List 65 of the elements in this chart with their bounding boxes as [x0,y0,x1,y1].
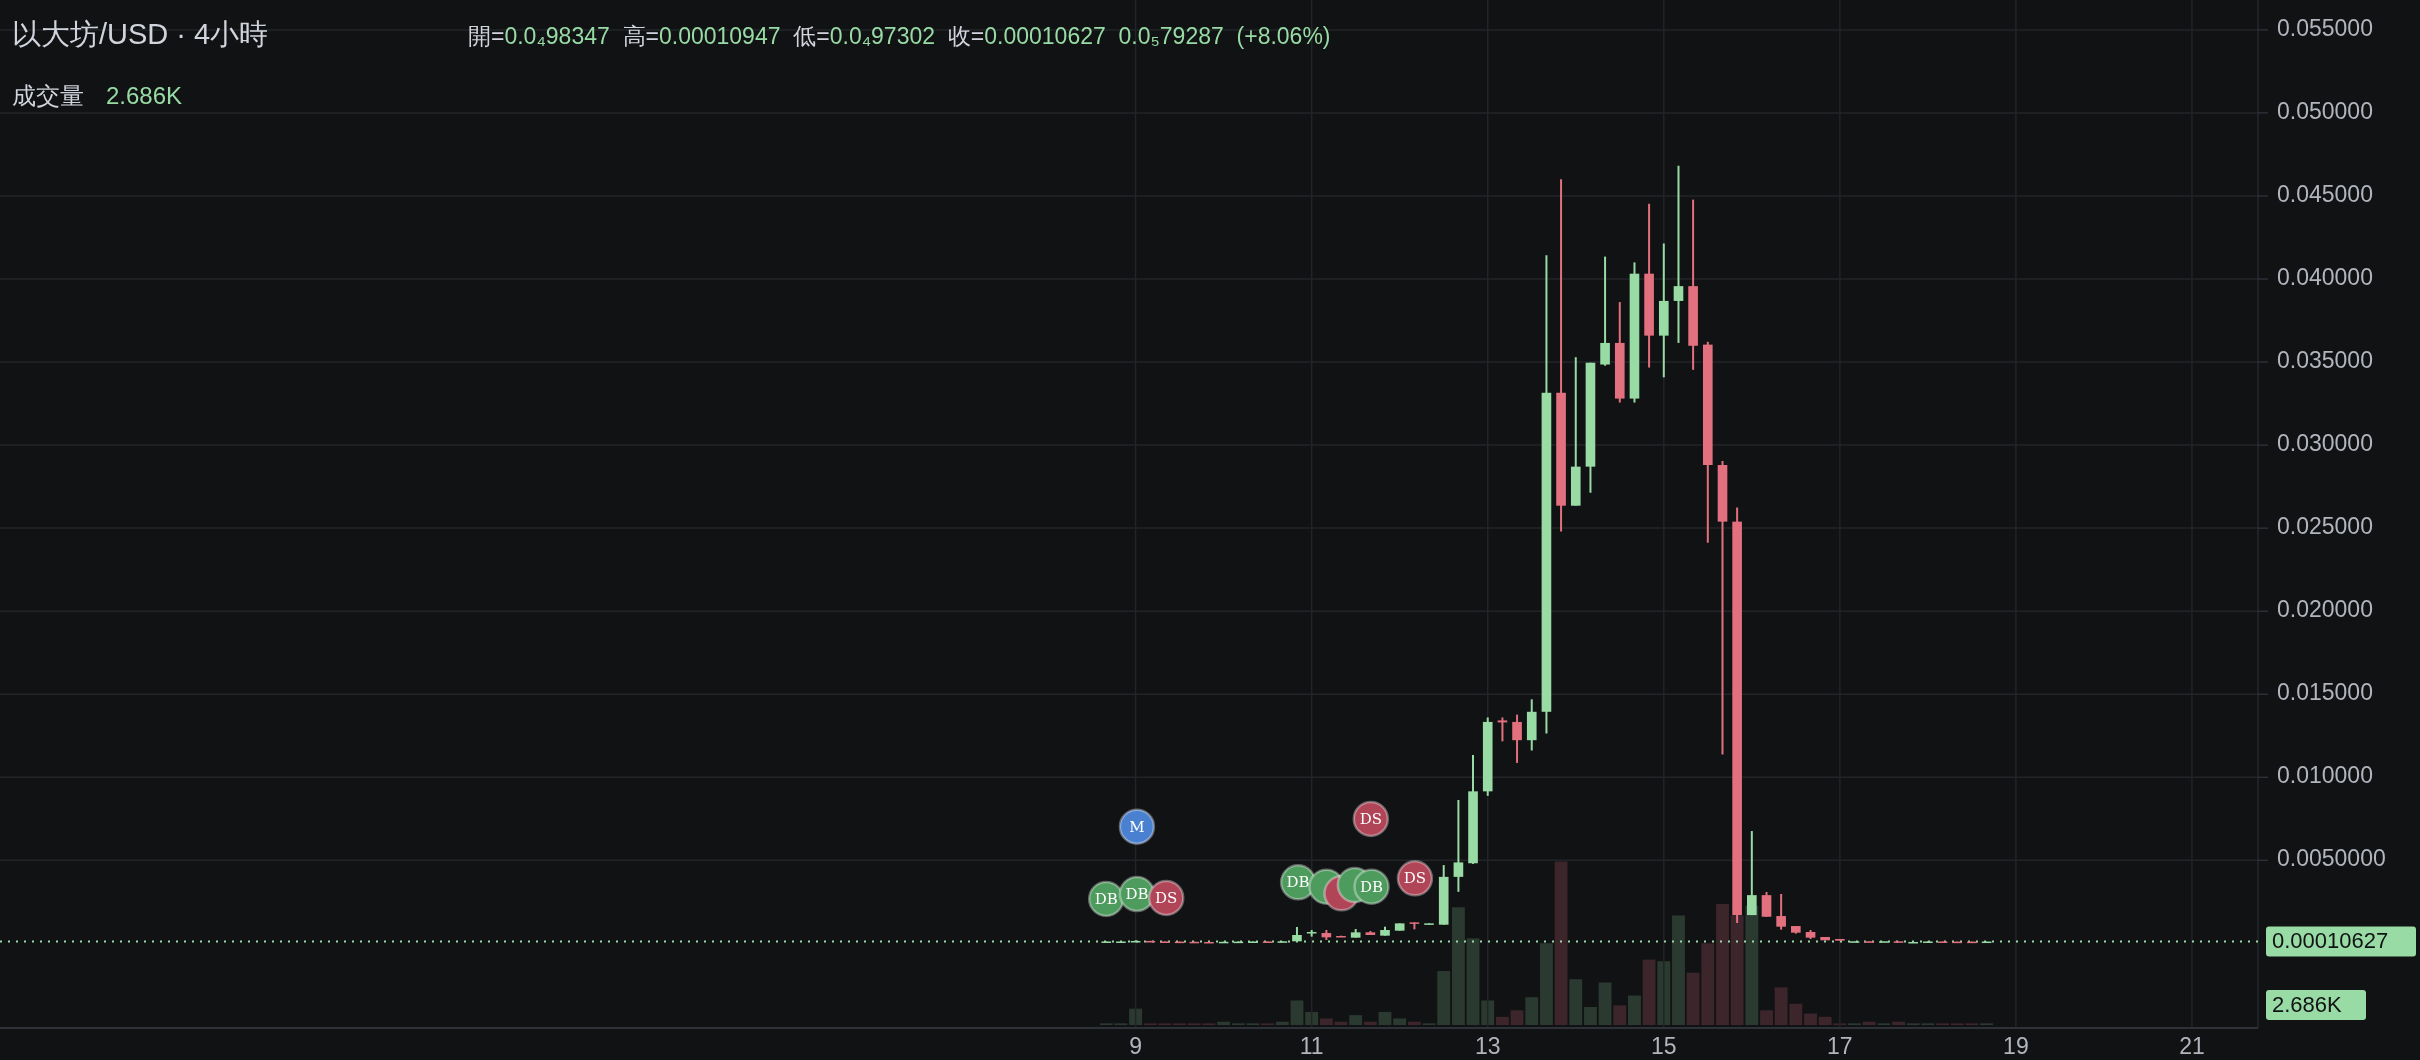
y-tick-label: 0.030000 [2277,430,2373,457]
y-tick-label: 0.055000 [2277,14,2373,41]
bar [1760,1010,1773,1025]
bar [1540,943,1553,1025]
bar [1525,997,1539,1025]
bar [1569,979,1583,1025]
bar [1393,1018,1407,1025]
text: DS [1403,869,1427,888]
chart-title: 成交量 [12,82,84,109]
ref-line-label: 0.00010627 [2272,928,2389,954]
text: 開=0.0₄98347 高=0.00010947 低=0.0₄97302 收=0.00010627 0.0₅79287 (+8.06%) [468,23,1331,49]
bar [1217,1021,1231,1025]
bar [1451,907,1465,1025]
text: DS [1155,888,1178,907]
text: DB [1094,889,1118,908]
bar [1275,1021,1289,1025]
bar [1319,1018,1333,1025]
series-label: M [1129,817,1145,836]
x-tick-label: 11 [1299,1033,1324,1059]
y-tick-label: 0.020000 [2277,596,2373,623]
bar [1862,1021,1876,1025]
y-tick-label: 0.035000 [2277,347,2373,374]
bar [1672,915,1685,1025]
bar [1481,1000,1495,1025]
bar [1730,915,1744,1025]
text: 2.686K [2272,991,2343,1017]
bar [1305,1011,1319,1025]
bar [1716,904,1729,1025]
bar [1628,995,1641,1025]
bar [1642,959,1656,1025]
x-tick-label: 19 [2003,1033,2029,1059]
bar [1892,1021,1905,1025]
bar [1598,982,1612,1025]
y-tick-label: 0.025000 [2277,513,2373,540]
x-tick-label: 15 [1650,1033,1677,1059]
bar [1349,1015,1363,1025]
y-tick-label: 0.040000 [2277,264,2373,291]
bar [1363,1021,1377,1025]
bar [1466,938,1480,1025]
bar [1613,1005,1627,1025]
bar [1437,971,1451,1025]
bar [1554,861,1568,1025]
y-tick-label: 0.050000 [2277,98,2373,125]
y-tick-label: 0.045000 [2277,181,2373,208]
bar [1378,1011,1392,1025]
x-tick-label: 17 [1827,1033,1853,1059]
bar [1510,1010,1524,1025]
text: DB [1286,873,1310,892]
x-tick-label: 9 [1129,1033,1142,1059]
annotation: 2.686K [106,82,183,109]
x-tick-label: 13 [1474,1033,1501,1059]
bar [1804,1013,1817,1025]
text: 以大坊/USD · 4小時 [12,18,269,50]
bar [1290,1000,1304,1025]
y-tick-label: 0.015000 [2277,679,2373,706]
y-tick-label: 0.010000 [2277,762,2373,789]
series-label: DS [1359,809,1382,828]
bar [1496,1016,1509,1026]
text: DB [1125,884,1149,903]
bar [1407,1021,1421,1025]
x-tick-label: 21 [2179,1033,2205,1059]
y-tick-label: 0.0050000 [2277,845,2386,872]
series-label: DB [1359,877,1384,896]
bar [1584,1007,1597,1025]
bar [1129,1008,1143,1025]
